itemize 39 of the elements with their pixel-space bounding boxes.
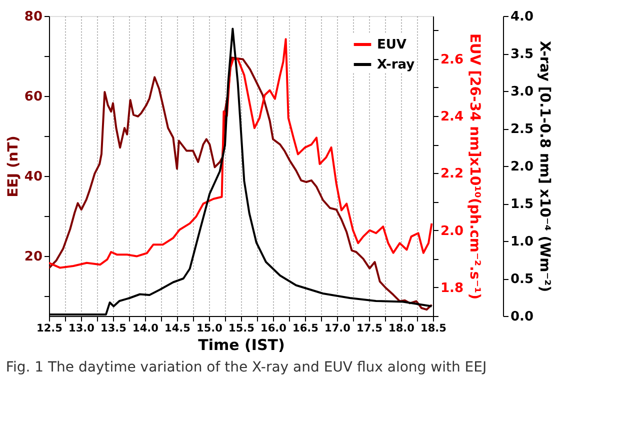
x-tick-label: 12.5 — [36, 322, 62, 334]
caption: Fig. 1 The daytime variation of the X-ray and EUV flux along with EEJ — [6, 360, 487, 376]
legend-label: X-ray — [377, 58, 416, 72]
y3-tick-label: 3.5 — [510, 47, 534, 62]
y3-tick-label: 4.0 — [510, 10, 534, 24]
y3-tick-label: 2.5 — [510, 122, 534, 137]
y-tick-label: 40 — [24, 170, 42, 184]
y3-tick-label: 3.0 — [510, 84, 534, 100]
y3-tick-label: 1.0 — [510, 234, 534, 250]
y2-tick-label: 2.2 — [440, 166, 464, 182]
x-tick-label: 13.5 — [100, 322, 126, 334]
y3-tick-label: 2.0 — [510, 160, 534, 174]
y3-tick-label: 0.5 — [510, 272, 534, 287]
x-tick-label: 17.5 — [356, 322, 382, 334]
y2-tick-label: 2.0 — [440, 224, 464, 239]
y3-tick-label: 1.5 — [510, 197, 534, 212]
x-tick-label: 14.5 — [164, 322, 190, 334]
x-axis-title: Time (IST) — [198, 336, 285, 354]
y-axis-title: EEJ (nT) — [5, 136, 22, 198]
y2-tick-label: 2.4 — [440, 110, 464, 124]
y-tick-label: 80 — [24, 10, 42, 24]
x-tick-label: 15.5 — [228, 322, 254, 334]
y-tick-label: 20 — [24, 250, 42, 264]
line-series — [49, 38, 433, 269]
x-tick-label: 16.5 — [292, 322, 318, 334]
x-tick-label: 13.0 — [68, 322, 94, 334]
x-tick-label: 15.0 — [196, 322, 222, 334]
y3-tick-label: 0.0 — [510, 310, 534, 324]
y2-tick-label: 2.6 — [440, 52, 464, 68]
x-tick-label: 16.0 — [260, 322, 286, 334]
legend-label: EUV — [377, 38, 406, 52]
y3-axis-title: X-ray [0.1-0.8 nm] x10⁻⁴ (Wm⁻²) — [536, 40, 553, 292]
y2-tick-label: 1.8 — [440, 280, 464, 296]
x-tick-label: 17.0 — [324, 322, 350, 334]
x-tick-label: 18.5 — [420, 322, 446, 334]
x-tick-label: 18.0 — [388, 322, 414, 334]
y-tick-label: 60 — [24, 90, 42, 104]
x-tick-label: 14.0 — [132, 322, 158, 334]
y2-axis-title: EUV [26-34 nm]x10¹⁰(ph.cm⁻².s⁻¹) — [466, 33, 483, 300]
